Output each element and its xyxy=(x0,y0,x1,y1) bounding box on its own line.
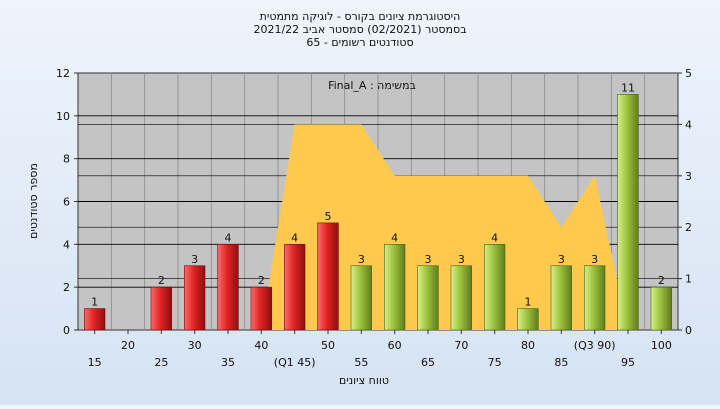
bar-value-label: 1 xyxy=(525,296,532,309)
x-tick-label: 75 xyxy=(488,356,502,369)
chart-title-line-1: היסטוגרמת ציונים בקורס - לוגיקה מתמטית xyxy=(260,10,461,23)
chart-annotation: Final_A : במשימה xyxy=(328,79,416,92)
bar-30 xyxy=(184,265,206,331)
bar-75 xyxy=(484,244,506,331)
bar-40 xyxy=(250,286,272,331)
chart-titles: היסטוגרמת ציונים בקורס - לוגיקה מתמטית ב… xyxy=(253,10,466,49)
x-tick-label: 30 xyxy=(188,339,202,352)
bar-value-label: 3 xyxy=(191,253,198,266)
bar-value-labels: 1 2 3 4 2 4 5 3 4 3 3 4 1 3 3 11 2 xyxy=(91,81,665,308)
bar-value-label: 4 xyxy=(291,231,298,244)
bars xyxy=(84,94,672,331)
bar-15 xyxy=(84,308,106,331)
bar-70 xyxy=(450,265,472,331)
x-tick-label: 35 xyxy=(221,356,235,369)
y-tick-label: 10 xyxy=(56,110,70,123)
bar-value-label: 3 xyxy=(591,253,598,266)
y-tick-label: 8 xyxy=(63,153,70,166)
x-axis-ticks: 15 20 25 30 35 40 (Q1 45) 50 55 60 65 70 75 80 85 (Q3 9… xyxy=(88,330,672,369)
bar-50 xyxy=(317,222,339,331)
bar-value-label: 2 xyxy=(158,274,165,287)
y-tick-label: 6 xyxy=(63,196,70,209)
bar-value-label: 4 xyxy=(391,231,398,244)
x-tick-label: 40 xyxy=(254,339,268,352)
bar-65 xyxy=(417,265,439,331)
y2-tick-label: 2 xyxy=(685,221,692,234)
bar-35 xyxy=(217,244,239,331)
x-tick-label: 85 xyxy=(554,356,568,369)
chart-title-line-2: בסמסטר (02/2021) סמסטר אביב 2021/22 xyxy=(253,23,466,36)
y2-axis-ticks: 0 1 2 3 4 5 xyxy=(678,67,692,337)
x-tick-label: 95 xyxy=(621,356,635,369)
bar-Q390 xyxy=(584,265,606,331)
bar-value-label: 4 xyxy=(491,231,498,244)
y-tick-label: 4 xyxy=(63,238,70,251)
y2-tick-label: 0 xyxy=(685,324,692,337)
y2-tick-label: 3 xyxy=(685,170,692,183)
bar-value-label: 3 xyxy=(425,253,432,266)
bar-value-label: 5 xyxy=(325,210,332,223)
bar-25 xyxy=(150,286,172,331)
x-tick-label: 55 xyxy=(354,356,368,369)
x-tick-label: 50 xyxy=(321,339,335,352)
x-tick-label: (Q1 45) xyxy=(274,356,316,369)
x-tick-label: 70 xyxy=(454,339,468,352)
y2-tick-label: 1 xyxy=(685,273,692,286)
bar-100 xyxy=(650,286,672,331)
x-tick-label: 65 xyxy=(421,356,435,369)
bar-Q145 xyxy=(284,244,306,331)
x-tick-label: 25 xyxy=(154,356,168,369)
bar-value-label: 3 xyxy=(558,253,565,266)
bar-value-label: 2 xyxy=(258,274,265,287)
y-tick-label: 2 xyxy=(63,281,70,294)
bar-60 xyxy=(384,244,406,331)
bar-value-label: 2 xyxy=(658,274,665,287)
x-tick-label: 80 xyxy=(521,339,535,352)
bar-value-label: 3 xyxy=(458,253,465,266)
y-axis-ticks: 0 2 4 6 8 10 12 xyxy=(56,67,78,337)
bar-value-label: 3 xyxy=(358,253,365,266)
chart-title-line-3: סטודנטים רשומים - 65 xyxy=(306,36,413,49)
bar-80 xyxy=(517,308,539,331)
x-axis-label: טווח ציונים xyxy=(339,374,389,387)
x-tick-label: (Q3 90) xyxy=(574,339,616,352)
x-tick-label: 100 xyxy=(651,339,672,352)
y-tick-label: 12 xyxy=(56,67,70,80)
x-tick-label: 60 xyxy=(388,339,402,352)
x-tick-label: 15 xyxy=(88,356,102,369)
y-axis-label: מספר סטודנטים xyxy=(27,163,40,239)
bar-95 xyxy=(617,94,639,331)
bar-55 xyxy=(350,265,372,331)
y2-tick-label: 5 xyxy=(685,67,692,80)
y2-tick-label: 4 xyxy=(685,118,692,131)
y-tick-label: 0 xyxy=(63,324,70,337)
bar-85 xyxy=(550,265,572,331)
bar-value-label: 11 xyxy=(621,81,635,94)
bar-value-label: 4 xyxy=(225,231,232,244)
bar-value-label: 1 xyxy=(91,296,98,309)
x-tick-label: 20 xyxy=(121,339,135,352)
